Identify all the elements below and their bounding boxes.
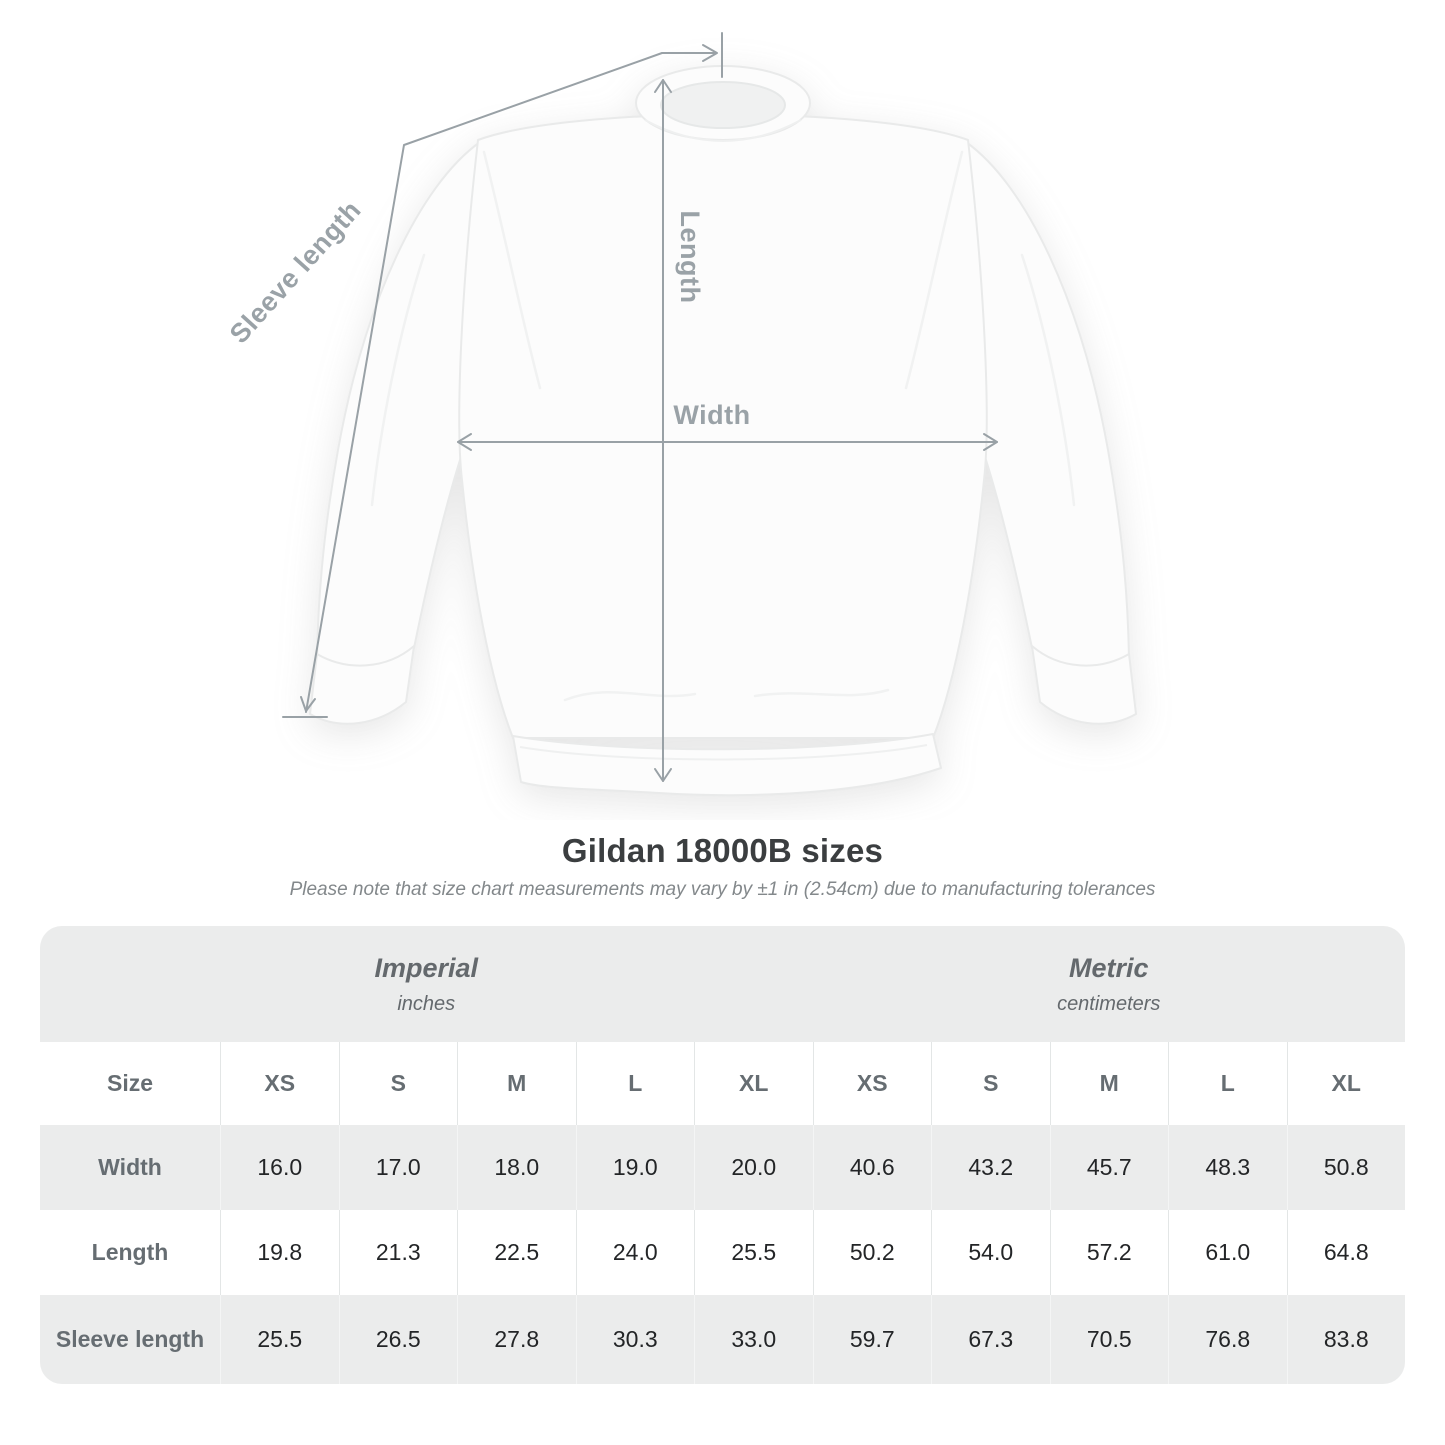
size-column-header: Size [40,1042,220,1125]
value-cell: 76.8 [1168,1295,1287,1384]
size-header-xl-metric: XL [1286,1042,1405,1125]
arrowhead-right-icon [983,433,998,451]
measurement-diagram-svg: Sleeve length Length Width [224,32,1137,797]
row-label-sleeve-length: Sleeve length [55,1326,205,1352]
fabric-fold [904,150,964,390]
arrowhead-up-icon [654,79,672,93]
value-cell: 43.2 [931,1125,1050,1210]
value-cell: 50.8 [1286,1125,1406,1210]
size-header-xl-imperial: XL [694,1042,813,1125]
size-header-s-imperial: S [338,1042,457,1125]
value-cell: 30.3 [575,1295,695,1384]
hem-seam [519,744,928,761]
fabric-fold [563,690,697,702]
collar-opening [660,81,786,129]
value-cell: 19.8 [220,1210,339,1295]
size-header-xs-imperial: XS [220,1042,339,1125]
value-cell: 19.0 [575,1125,695,1210]
arrowhead-down-icon [300,696,316,712]
length-row: Length 19.8 21.3 22.5 24.0 25.5 50.2 54.… [40,1210,1405,1295]
value-cell: 21.3 [338,1210,458,1295]
value-cell: 18.0 [457,1125,576,1210]
value-cell: 50.2 [812,1210,932,1295]
fabric-fold [482,150,542,390]
fabric-fold [370,253,426,507]
value-cell: 20.0 [694,1125,813,1210]
value-cell: 61.0 [1168,1210,1287,1295]
sleeve-length-label: Sleeve length [224,195,367,349]
sweatshirt-measurement-diagram: Sleeve length Length Width [224,32,1137,797]
fabric-fold [753,688,890,698]
size-header-m-metric: M [1049,1042,1168,1125]
value-cell: 25.5 [220,1295,339,1384]
sleeve-length-dimension-line [305,52,717,713]
value-cell: 45.7 [1049,1125,1169,1210]
imperial-header-cell: Imperial inches [40,926,813,1042]
value-cell: 59.7 [812,1295,932,1384]
size-header-m-imperial: M [457,1042,576,1125]
value-cell: 22.5 [457,1210,576,1295]
sweatshirt-right-cuff [1031,645,1137,725]
imperial-unit-label: inches [397,992,456,1015]
width-dimension: Width [457,400,998,451]
metric-unit-label: centimeters [1057,992,1161,1015]
size-header-s-metric: S [931,1042,1050,1125]
value-cell: 67.3 [931,1295,1050,1384]
value-cell: 70.5 [1049,1295,1169,1384]
value-cell: 64.8 [1286,1210,1406,1295]
value-cell: 27.8 [457,1295,576,1384]
sleeve-length-row: Sleeve length 25.5 26.5 27.8 30.3 33.0 5… [40,1295,1405,1384]
row-label-width: Width [98,1154,162,1180]
value-cell: 54.0 [931,1210,1050,1295]
length-label: Length [675,211,705,304]
value-cell: 26.5 [338,1295,458,1384]
size-header-row: Size XS S M L XL XS S M L XL [40,1042,1405,1125]
value-cell: 16.0 [220,1125,339,1210]
value-cell: 57.2 [1049,1210,1169,1295]
sweatshirt-hem-band [512,733,942,797]
value-cell: 24.0 [575,1210,695,1295]
fabric-fold [1020,253,1076,507]
value-cell: 48.3 [1168,1125,1287,1210]
imperial-label: Imperial [374,952,479,983]
row-label-length: Length [91,1239,169,1265]
size-table: Imperial inches Metric centimeters Size … [40,926,1405,1384]
sweatshirt-illustration [309,65,1137,797]
value-cell: 33.0 [694,1295,813,1384]
value-cell: 25.5 [694,1210,813,1295]
page-title: Gildan 18000B sizes [561,832,884,869]
size-header-l-imperial: L [575,1042,694,1125]
value-cell: 40.6 [812,1125,932,1210]
width-row: Width 16.0 17.0 18.0 19.0 20.0 40.6 43.2… [40,1125,1405,1210]
sweatshirt-torso [458,113,988,739]
width-label: Width [673,400,750,430]
sweatshirt-left-cuff [309,645,415,725]
metric-label: Metric [1068,952,1149,983]
value-cell: 83.8 [1286,1295,1406,1384]
arrowhead-left-icon [457,433,472,451]
unit-header-row: Imperial inches Metric centimeters [40,926,1405,1042]
size-header-l-metric: L [1168,1042,1287,1125]
size-header-xs-metric: XS [812,1042,931,1125]
length-dimension: Length [654,79,705,782]
arrowhead-down-icon [654,768,672,782]
metric-header-cell: Metric centimeters [812,926,1405,1042]
tolerance-note: Please note that size chart measurements… [289,879,1156,900]
value-cell: 17.0 [338,1125,458,1210]
arrowhead-right-icon [702,44,718,62]
